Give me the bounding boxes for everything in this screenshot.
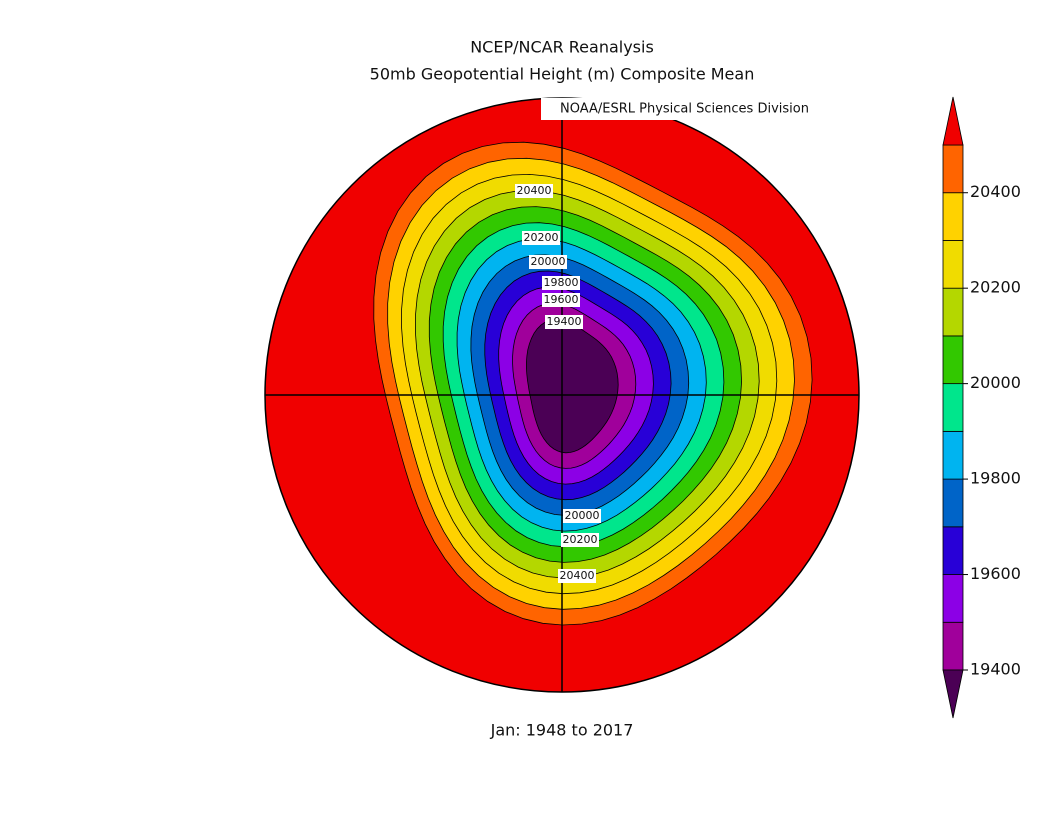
subtitle: 50mb Geopotential Height (m) Composite M… — [370, 65, 755, 84]
colorbar-segment — [942, 144, 964, 194]
contour-label: 19800 — [544, 276, 579, 289]
colorbar-over — [942, 96, 964, 146]
colorbar-under — [942, 669, 964, 719]
contour-labels: 20400 20200 20000 19800 19600 19400 20000 20200… — [515, 184, 601, 583]
colorbar-segment — [942, 574, 964, 623]
contour-label-box — [558, 569, 596, 583]
colorbar-tick-label: 19400 — [970, 660, 1021, 679]
polar-map — [265, 98, 859, 692]
colorbar-segment — [942, 526, 964, 575]
colorbar-segment — [942, 335, 964, 385]
colorbar-segment — [942, 240, 964, 289]
colorbar-tick-label: 19800 — [970, 469, 1021, 488]
colorbar-segment — [942, 383, 964, 432]
contour-label-box — [545, 315, 583, 329]
contour-label: 20000 — [531, 255, 566, 268]
title: NCEP/NCAR Reanalysis — [470, 38, 654, 57]
contour-label: 20000 — [565, 509, 600, 522]
footer: Jan: 1948 to 2017 — [490, 721, 634, 740]
colorbar-tick-label: 20000 — [970, 373, 1021, 392]
colorbar-segment — [942, 430, 964, 480]
credit-box — [541, 98, 855, 120]
colorbar-segment — [942, 621, 964, 671]
contour-label: 20200 — [563, 533, 598, 546]
colorbar-segment — [942, 192, 964, 241]
colorbar-tick-label: 20400 — [970, 182, 1021, 201]
contour-label: 19600 — [544, 293, 579, 306]
contour-label-box — [529, 255, 567, 269]
colorbar-segment — [942, 478, 964, 528]
colorbar-tick-label: 19600 — [970, 564, 1021, 583]
contour-label-box — [515, 184, 553, 198]
contour-label-box — [542, 276, 580, 290]
colorbar-segment — [942, 287, 964, 337]
contour-label: 20400 — [560, 569, 595, 582]
contour-label: 19400 — [547, 315, 582, 328]
colorbar: 19400 19600 19800 20000 20200 20400 — [942, 96, 1021, 719]
contour-fill — [526, 318, 619, 454]
colorbar-tick-label: 20200 — [970, 278, 1021, 297]
contour-label-box — [561, 533, 599, 547]
contour-label-box — [563, 509, 601, 523]
contour-label-box — [542, 293, 580, 307]
credit: NOAA/ESRL Physical Sciences Division — [560, 102, 809, 117]
contour-label: 20400 — [517, 184, 552, 197]
contour-label-box — [522, 231, 560, 245]
contour-label: 20200 — [524, 231, 559, 244]
